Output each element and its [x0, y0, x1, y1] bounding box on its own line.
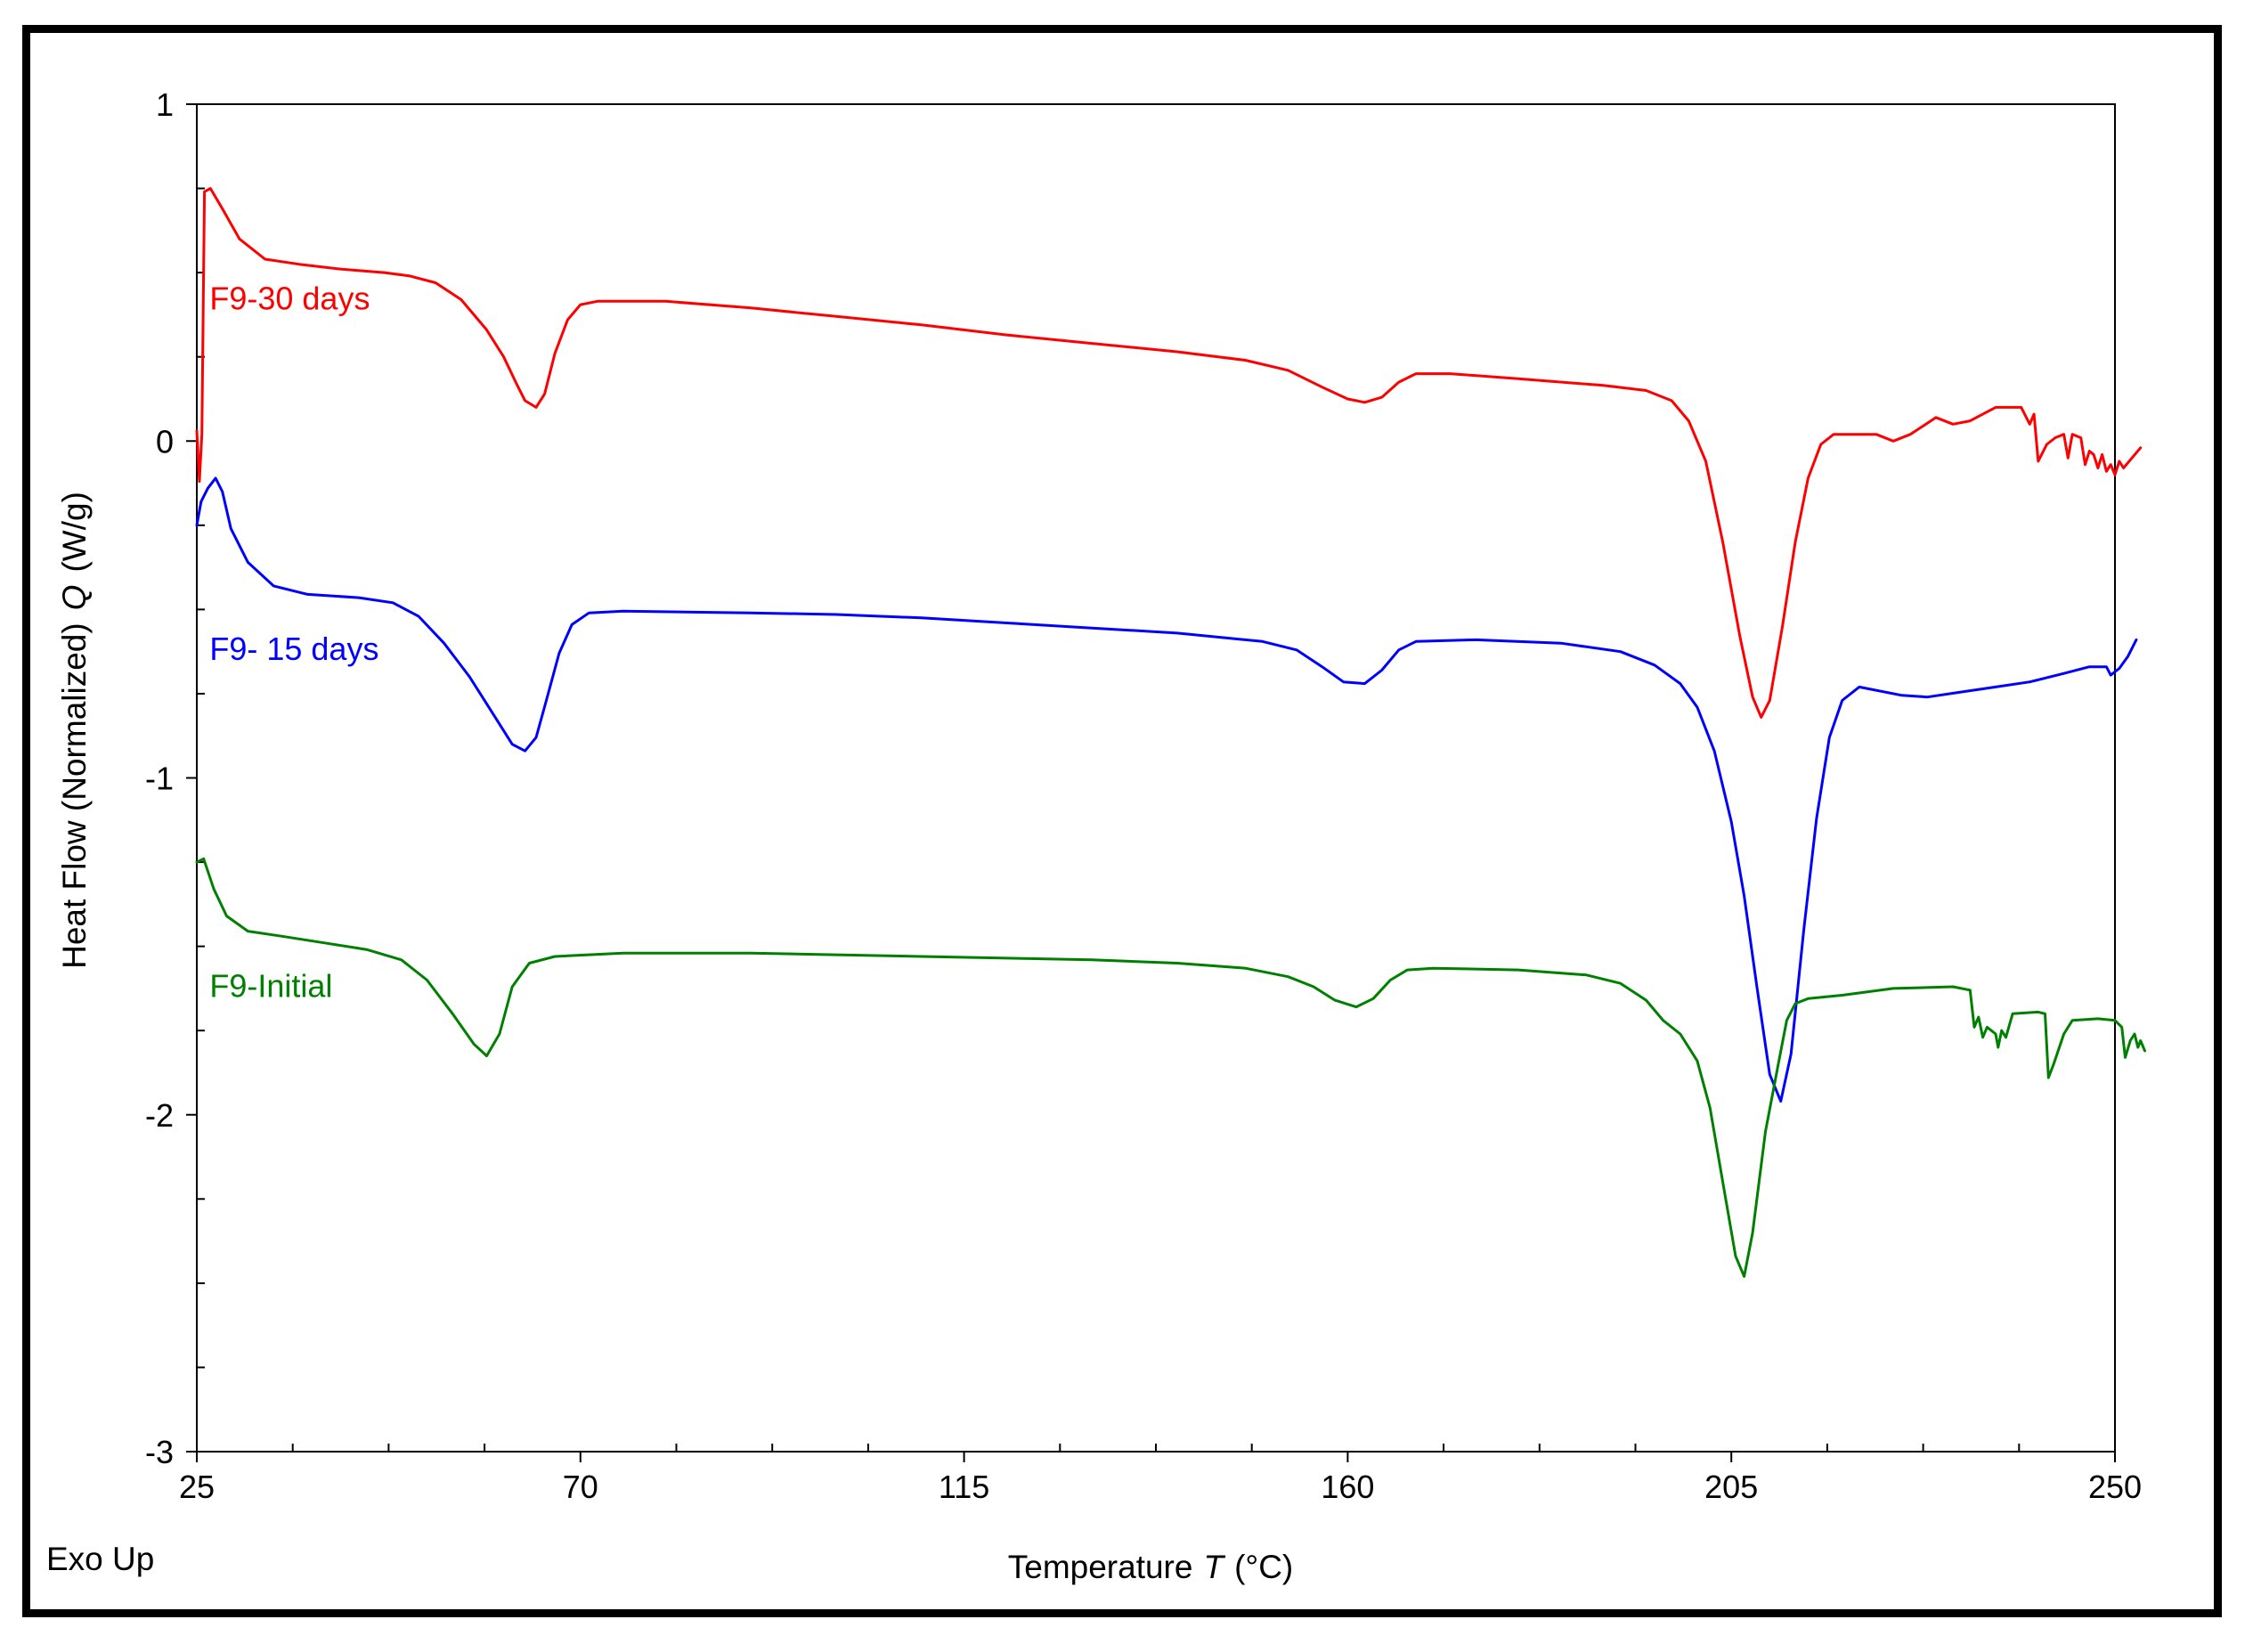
series-layer: [195, 187, 2146, 1278]
y-axis-symbol: Q: [56, 585, 93, 611]
x-axis-title: Temperature T (°C): [1008, 1549, 1294, 1585]
series-label-2: F9- 15 days: [209, 631, 378, 667]
x-axis-label: Temperature: [1008, 1549, 1193, 1585]
tick-labels: 25 70 115 160 205 250 1 0 -1 -2 -3: [145, 86, 2142, 1505]
series-label-1: F9-30 days: [209, 281, 370, 317]
x-tick-label: 115: [939, 1469, 989, 1505]
series-line-2: [195, 476, 2138, 1103]
y-tick-label: -2: [145, 1097, 174, 1134]
x-tick-label: 160: [1321, 1469, 1374, 1505]
x-tick-label: 70: [563, 1469, 598, 1505]
exo-up-note: Exo Up: [46, 1541, 154, 1577]
series-line-1: [195, 187, 2143, 719]
y-axis-label: Heat Flow (Normalized): [56, 623, 93, 969]
y-tick-label: -1: [145, 761, 174, 797]
series-label-3: F9-Initial: [209, 967, 332, 1004]
x-axis-unit: (°C): [1234, 1549, 1293, 1585]
series-labels: F9-30 days F9- 15 days F9-Initial: [209, 281, 378, 1005]
x-tick-label: 250: [2088, 1469, 2142, 1505]
y-axis-unit: (W/g): [56, 492, 93, 572]
plot-area: [196, 103, 2116, 1453]
y-tick-label: 0: [156, 423, 174, 460]
y-tick-label: -3: [145, 1434, 174, 1470]
series-line-3: [195, 857, 2146, 1278]
x-tick-label: 205: [1704, 1469, 1758, 1505]
x-tick-label: 25: [179, 1469, 215, 1505]
y-axis-title: Heat Flow (Normalized) Q (W/g): [56, 492, 93, 969]
y-tick-label: 1: [156, 86, 174, 123]
chart-frame: [22, 25, 2222, 1617]
x-axis-symbol: T: [1203, 1549, 1225, 1585]
tick-marks: [186, 103, 2116, 1462]
